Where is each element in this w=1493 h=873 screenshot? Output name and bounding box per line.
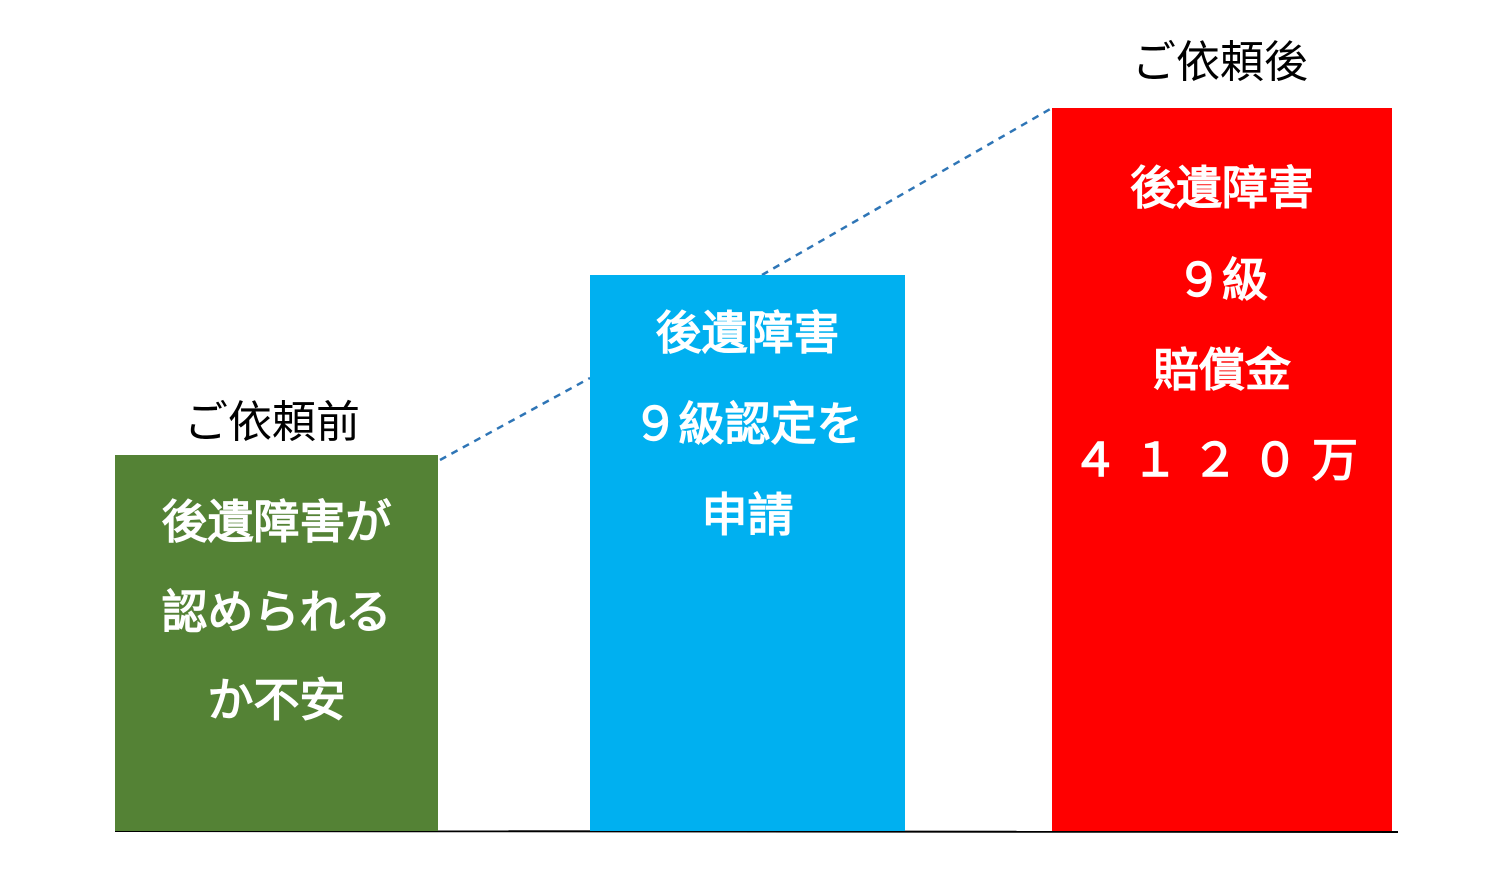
dashed-line	[439, 376, 591, 462]
after-label: ご依頼後	[1132, 37, 1308, 88]
bar-text: 後遺障害が	[161, 495, 392, 549]
bar-text: 後遺障害	[1130, 161, 1314, 215]
bar-apply: 後遺障害 ９級認定を 申請	[590, 275, 905, 831]
bar-text: 申請	[701, 488, 794, 542]
bar-before: 後遺障害が 認められる か不安	[115, 455, 438, 831]
before-label: ご依頼前	[184, 397, 360, 448]
dashed-line	[761, 106, 1053, 277]
bar-text: ４１２０万	[1072, 433, 1372, 487]
baseline	[114, 830, 1399, 833]
bar-text: ９級認定を	[632, 397, 863, 451]
bar-text: か不安	[207, 673, 346, 727]
bar-after: 後遺障害 ９級 賠償金 ４１２０万	[1052, 108, 1392, 831]
bar-text: 認められる	[161, 585, 392, 639]
bar-text: ９級	[1176, 253, 1268, 307]
bar-text: 後遺障害	[655, 306, 840, 360]
bar-text: 賠償金	[1153, 343, 1291, 397]
